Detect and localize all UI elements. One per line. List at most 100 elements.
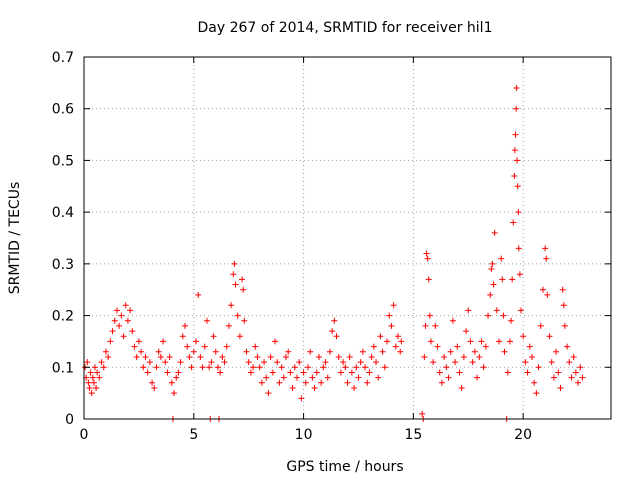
data-point: [467, 338, 474, 345]
data-point: [140, 364, 147, 371]
data-point: [441, 353, 448, 360]
data-point: [322, 359, 329, 366]
data-point: [544, 291, 551, 298]
data-point: [422, 322, 429, 329]
data-point: [223, 343, 230, 350]
data-point: [307, 348, 314, 355]
plot-frame: [83, 56, 612, 420]
data-point: [476, 353, 483, 360]
data-point: [111, 317, 118, 324]
data-point: [514, 157, 521, 164]
data-point: [570, 353, 577, 360]
data-point: [423, 250, 430, 257]
data-point: [579, 374, 586, 381]
data-point: [258, 379, 265, 386]
data-point: [436, 369, 443, 376]
data-point: [155, 348, 162, 355]
data-points: [82, 85, 586, 422]
data-point: [546, 333, 553, 340]
data-point: [397, 348, 404, 355]
data-point: [537, 322, 544, 329]
data-point: [454, 343, 461, 350]
data-point: [333, 333, 340, 340]
data-point: [142, 353, 149, 360]
data-point: [85, 379, 92, 386]
data-point: [93, 384, 100, 391]
y-tick-label: 0: [65, 412, 74, 428]
x-tick-label: 0: [80, 427, 89, 443]
data-point: [138, 348, 145, 355]
data-point: [160, 338, 167, 345]
data-point: [91, 364, 98, 371]
data-point: [84, 359, 91, 366]
data-point: [241, 317, 248, 324]
data-point: [533, 390, 540, 397]
x-tick-label: 10: [295, 427, 313, 443]
data-point: [427, 338, 434, 345]
data-point: [203, 317, 210, 324]
data-point: [182, 322, 189, 329]
data-point: [291, 364, 298, 371]
grid-lines: [84, 57, 611, 419]
data-point: [419, 410, 426, 417]
data-point: [256, 364, 263, 371]
data-point: [289, 384, 296, 391]
data-point: [287, 369, 294, 376]
data-point: [243, 348, 250, 355]
data-point: [366, 369, 373, 376]
data-point: [135, 338, 142, 345]
data-point: [500, 312, 507, 319]
data-point: [304, 364, 311, 371]
data-point: [364, 379, 371, 386]
data-point: [261, 359, 268, 366]
data-point: [432, 322, 439, 329]
data-point: [168, 379, 175, 386]
data-point: [515, 245, 522, 252]
data-point: [548, 359, 555, 366]
data-point: [516, 271, 523, 278]
data-point: [384, 338, 391, 345]
data-point: [131, 343, 138, 350]
data-point: [465, 307, 472, 314]
data-point: [480, 364, 487, 371]
chart-title: Day 267 of 2014, SRMTID for receiver hil…: [198, 20, 493, 36]
data-point: [199, 364, 206, 371]
data-point: [368, 353, 375, 360]
data-point: [482, 343, 489, 350]
data-point: [456, 369, 463, 376]
data-point: [388, 322, 395, 329]
x-tick-label: 5: [189, 427, 198, 443]
data-point: [197, 353, 204, 360]
y-tick-label: 0.3: [52, 257, 74, 273]
data-point: [173, 374, 180, 381]
data-point: [575, 379, 582, 386]
data-point: [236, 333, 243, 340]
data-point: [568, 374, 575, 381]
data-point: [340, 359, 347, 366]
data-point: [489, 260, 496, 267]
data-point: [146, 359, 153, 366]
data-point: [421, 353, 428, 360]
data-point: [184, 343, 191, 350]
data-point: [458, 384, 465, 391]
data-point: [89, 374, 96, 381]
data-point: [276, 379, 283, 386]
data-point: [487, 291, 494, 298]
data-point: [375, 374, 382, 381]
data-point: [463, 328, 470, 335]
data-point: [424, 255, 431, 262]
data-point: [265, 390, 272, 397]
data-point: [120, 333, 127, 340]
data-point: [300, 369, 307, 376]
data-point: [324, 374, 331, 381]
data-point: [445, 374, 452, 381]
data-point: [460, 353, 467, 360]
data-point: [234, 312, 241, 319]
data-point: [337, 369, 344, 376]
data-point: [186, 353, 193, 360]
data-point: [426, 312, 433, 319]
data-point: [247, 369, 254, 376]
data-point: [524, 369, 531, 376]
data-point: [474, 374, 481, 381]
